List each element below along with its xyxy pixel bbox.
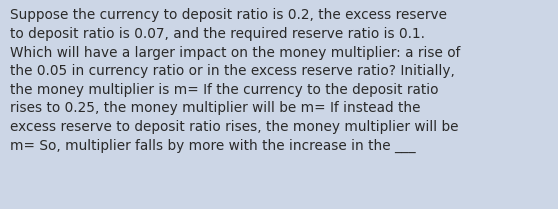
Text: Suppose the currency to deposit ratio is 0.2, the excess reserve
to deposit rati: Suppose the currency to deposit ratio is… bbox=[10, 8, 460, 153]
